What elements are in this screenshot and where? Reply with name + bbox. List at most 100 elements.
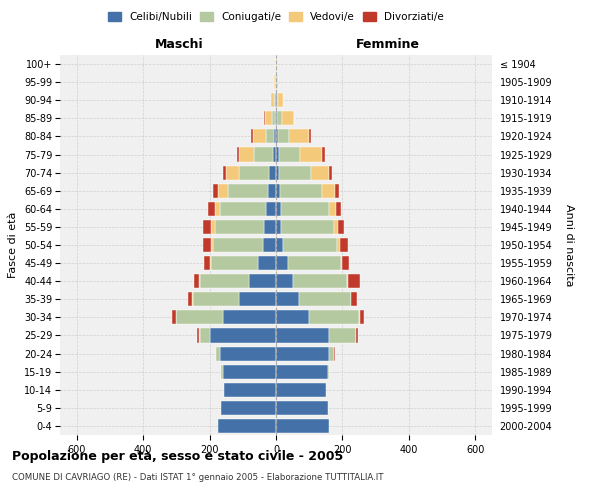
Bar [199, 274, 200, 288]
Bar [221, 401, 276, 415]
Bar [293, 274, 347, 288]
Bar [200, 274, 250, 288]
Bar [322, 148, 325, 162]
Bar [277, 112, 282, 126]
Bar [280, 184, 322, 198]
Bar [223, 166, 226, 179]
Legend: Celibi/Nubili, Coniugati/e, Vedovi/e, Divorziati/e: Celibi/Nubili, Coniugati/e, Vedovi/e, Di… [104, 8, 448, 26]
Bar [226, 166, 239, 179]
Bar [293, 112, 294, 126]
Bar [282, 112, 293, 126]
Bar [274, 93, 275, 108]
Bar [251, 130, 253, 143]
Bar [340, 238, 349, 252]
Bar [276, 166, 280, 179]
Bar [278, 148, 300, 162]
Bar [311, 166, 329, 179]
Bar [211, 256, 258, 270]
Bar [275, 75, 276, 89]
Bar [266, 202, 276, 216]
Bar [220, 346, 276, 360]
Bar [203, 238, 211, 252]
Bar [281, 220, 334, 234]
Bar [265, 112, 272, 126]
Bar [276, 130, 278, 143]
Bar [239, 148, 254, 162]
Bar [276, 346, 329, 360]
Bar [223, 364, 276, 378]
Bar [276, 148, 278, 162]
Bar [199, 328, 200, 342]
Bar [203, 220, 211, 234]
Bar [172, 310, 176, 324]
Bar [224, 382, 276, 397]
Bar [334, 220, 338, 234]
Bar [263, 238, 276, 252]
Bar [276, 364, 328, 378]
Bar [329, 166, 332, 179]
Bar [188, 292, 192, 306]
Bar [276, 57, 277, 71]
Bar [334, 346, 335, 360]
Bar [352, 292, 358, 306]
Bar [276, 274, 293, 288]
Bar [268, 184, 276, 198]
Bar [276, 401, 328, 415]
Bar [276, 382, 326, 397]
Bar [216, 346, 220, 360]
Y-axis label: Anni di nascita: Anni di nascita [563, 204, 574, 286]
Bar [281, 202, 329, 216]
Bar [239, 292, 276, 306]
Bar [266, 130, 274, 143]
Bar [213, 238, 263, 252]
Bar [280, 166, 311, 179]
Bar [203, 256, 210, 270]
Bar [275, 112, 276, 126]
Bar [254, 148, 272, 162]
Bar [322, 184, 335, 198]
Bar [213, 184, 218, 198]
Text: COMUNE DI CAVRIAGO (RE) - Dati ISTAT 1° gennaio 2005 - Elaborazione TUTTITALIA.I: COMUNE DI CAVRIAGO (RE) - Dati ISTAT 1° … [12, 472, 383, 482]
Bar [275, 93, 276, 108]
Bar [271, 93, 274, 108]
Bar [277, 93, 278, 108]
Bar [276, 328, 329, 342]
Bar [221, 364, 223, 378]
Bar [276, 75, 277, 89]
Bar [329, 328, 356, 342]
Bar [276, 238, 283, 252]
Bar [276, 184, 280, 198]
Bar [239, 166, 269, 179]
Bar [336, 202, 341, 216]
Bar [300, 148, 322, 162]
Bar [338, 220, 344, 234]
Bar [329, 346, 334, 360]
Bar [272, 148, 276, 162]
Bar [309, 130, 311, 143]
Bar [335, 184, 339, 198]
Bar [218, 184, 228, 198]
Bar [211, 220, 215, 234]
Bar [228, 184, 268, 198]
Bar [250, 274, 276, 288]
Bar [347, 274, 349, 288]
Bar [223, 310, 276, 324]
Bar [287, 256, 341, 270]
Bar [176, 310, 223, 324]
Bar [349, 274, 360, 288]
Bar [356, 328, 358, 342]
Text: Popolazione per età, sesso e stato civile - 2005: Popolazione per età, sesso e stato civil… [12, 450, 343, 463]
Bar [258, 256, 276, 270]
Bar [274, 130, 276, 143]
Bar [272, 112, 275, 126]
Bar [283, 238, 337, 252]
Bar [309, 310, 359, 324]
Bar [278, 130, 289, 143]
Bar [343, 256, 349, 270]
Bar [276, 292, 299, 306]
Bar [276, 93, 277, 108]
Text: Femmine: Femmine [356, 38, 421, 52]
Bar [276, 310, 309, 324]
Bar [276, 220, 281, 234]
Bar [209, 328, 276, 342]
